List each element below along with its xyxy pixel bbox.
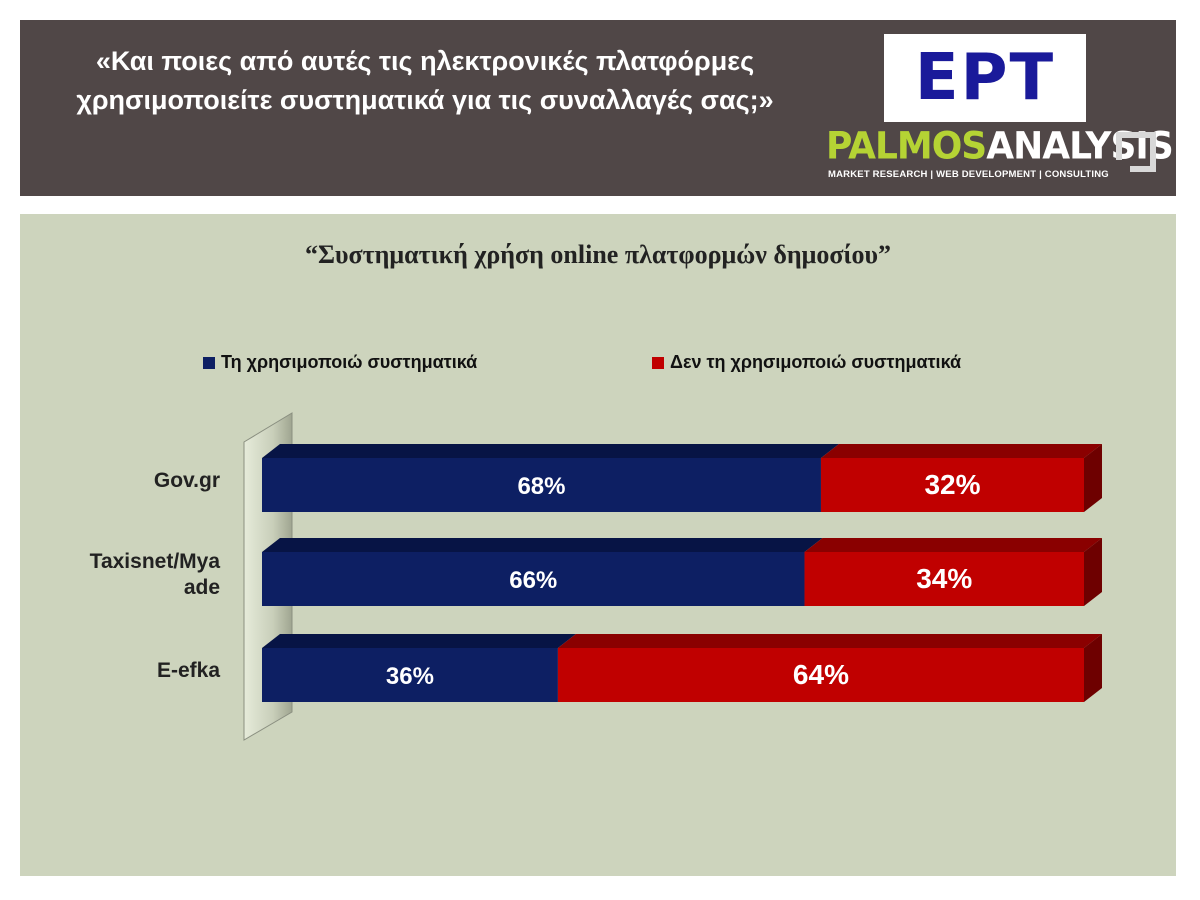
bar-top-1-2 [262,538,823,552]
data-label-2-2: 34% [916,563,972,594]
palmos-tagline: MARKET RESEARCH | WEB DEVELOPMENT | CONS… [828,169,1109,180]
data-label-1-3: 36% [386,663,434,690]
category-label-taxisnet: Taxisnet/Mya ade [89,550,220,599]
category-label-e-efka: E-efka [156,659,220,682]
palmos-logo-part-1: PALMOS [826,124,987,168]
bar-side-1 [1084,444,1102,512]
bar-series-2-3 [557,648,1084,702]
bar-top-1-1 [262,444,839,458]
bar-side-3 [1084,634,1102,702]
page-title: «Και ποιες από αυτές τις ηλεκτρονικές πλ… [76,46,774,115]
bar-series-1-1 [262,458,821,512]
data-label-2-3: 64% [793,659,849,690]
bar-series-2-1 [820,458,1084,512]
legend-item-series-2: Δεν τη χρησιμοποιώ συστηματικά [652,352,961,373]
bar-top-2-2 [804,538,1102,552]
ert-logo: ΕΡΤ [884,34,1086,122]
bar-series-1-2 [262,552,805,606]
legend-swatch-series-1 [203,356,215,369]
bar-series-1-3 [262,648,558,702]
palmos-square-icon [1116,132,1156,172]
data-label-2-1: 32% [924,469,980,500]
bar-top-2-1 [820,444,1102,458]
category-label-gov-gr: Gov.gr [153,469,220,492]
bar-side-2 [1084,538,1102,606]
legend-label-series-1: Τη χρησιμοποιώ συστηματικά [221,352,478,372]
chart-title: “Συστηματική χρήση online πλατφορμών δημ… [304,240,892,269]
legend-item-series-1: Τη χρησιμοποιώ συστηματικά [203,352,477,373]
data-label-1-1: 68% [517,473,565,500]
legend-label-series-2: Δεν τη χρησιμοποιώ συστηματικά [670,352,962,372]
bar-top-2-3 [557,634,1102,648]
bar-top-1-3 [262,634,576,648]
legend-swatch-series-2 [652,356,664,369]
bar-series-2-2 [804,552,1084,606]
data-label-1-2: 66% [509,567,557,594]
ert-logo-text: ΕΡΤ [914,41,1056,115]
